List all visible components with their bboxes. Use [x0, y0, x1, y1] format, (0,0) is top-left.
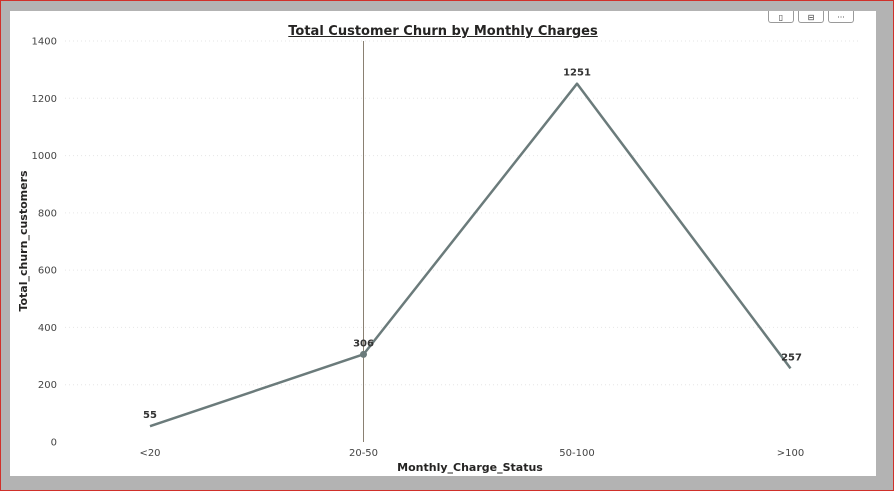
series-line[interactable] — [149, 82, 792, 428]
y-tick-label: 0 — [51, 438, 57, 449]
data-label: 257 — [781, 352, 802, 363]
y-tick-label: 1000 — [32, 151, 57, 162]
more-options-icon: ··· — [837, 13, 845, 22]
data-label: 1251 — [563, 68, 591, 79]
pin-button[interactable]: ▯ — [768, 11, 794, 23]
y-axis-title: Total_churn_customers — [17, 170, 30, 312]
x-tick-label: <20 — [139, 448, 160, 459]
data-label: 306 — [353, 338, 374, 349]
y-tick-label: 200 — [38, 380, 57, 391]
y-tick-label: 600 — [38, 266, 57, 277]
more-options-button[interactable]: ··· — [828, 11, 854, 23]
chart-card[interactable]: ▯ ⊟ ··· Total Customer Churn by Monthly Ch… — [10, 11, 876, 476]
data-label: 55 — [143, 410, 157, 421]
copy-visual-icon: ⊟ — [807, 13, 815, 22]
pin-icon: ▯ — [778, 13, 784, 22]
x-axis-title: Monthly_Charge_Status — [397, 461, 543, 474]
visual-header-toolbar: ▯ ⊟ ··· — [768, 11, 854, 25]
y-tick-label: 1400 — [32, 37, 57, 48]
y-tick-label: 1200 — [32, 94, 57, 105]
chart-title: Total Customer Churn by Monthly Charges — [288, 24, 598, 39]
x-tick-label: 20-50 — [349, 448, 378, 459]
copy-visual-button[interactable]: ⊟ — [798, 11, 824, 23]
y-tick-label: 400 — [38, 323, 57, 334]
data-point-marker[interactable] — [360, 350, 367, 358]
x-tick-label: >100 — [777, 448, 804, 459]
x-tick-label: 50-100 — [559, 448, 594, 459]
y-tick-label: 800 — [38, 208, 57, 219]
